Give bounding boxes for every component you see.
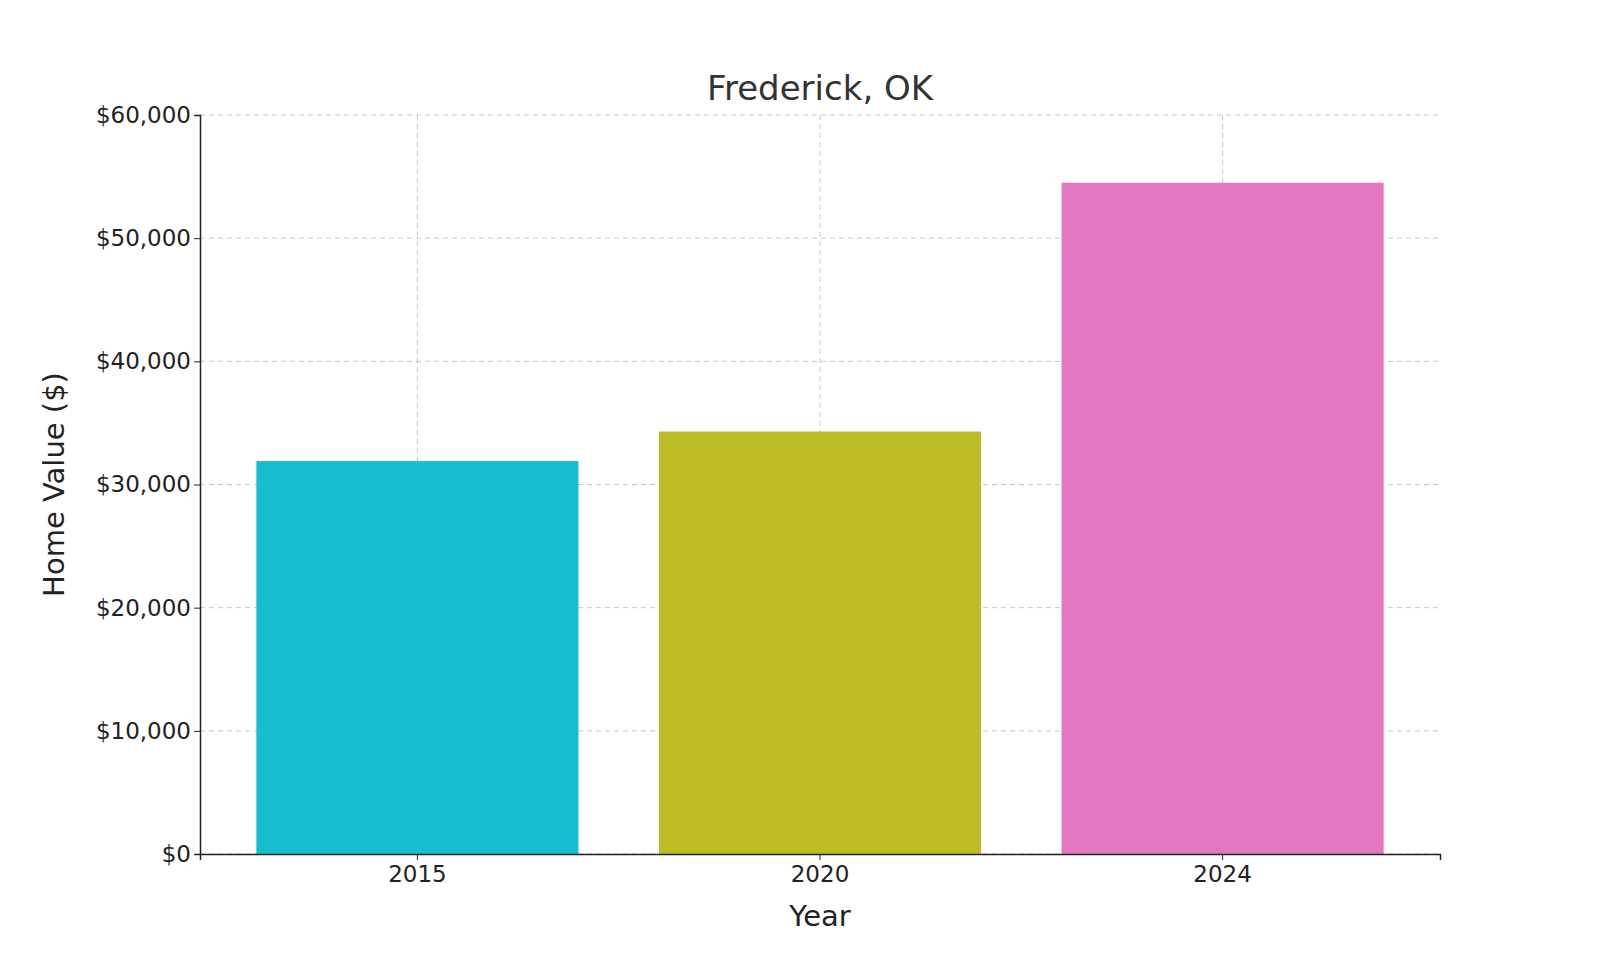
grid <box>200 115 1440 854</box>
bar <box>1062 183 1384 854</box>
x-tick-label: 2020 <box>791 861 850 887</box>
y-tick: $10,000 <box>96 718 200 744</box>
x-tick-mark <box>417 854 418 860</box>
y-tick-mark <box>194 485 200 486</box>
x-tick: 2015 <box>388 854 447 887</box>
y-tick-mark <box>194 115 200 116</box>
y-tick-mark <box>194 731 200 732</box>
x-axis: 2015 2020 2024 <box>201 854 1441 887</box>
y-axis-title: Home Value ($) <box>37 372 71 597</box>
x-axis-title: Year <box>788 899 850 933</box>
y-tick-label: $40,000 <box>96 348 191 374</box>
y-tick-mark <box>194 238 200 239</box>
y-tick-mark <box>194 608 200 609</box>
y-tick: $60,000 <box>96 102 200 128</box>
y-tick: $50,000 <box>96 225 200 251</box>
bar <box>256 461 578 854</box>
y-tick-label: $60,000 <box>96 102 191 128</box>
y-tick-label: $10,000 <box>96 718 191 744</box>
x-axis-line <box>201 855 1441 861</box>
x-tick-label: 2015 <box>388 861 447 887</box>
y-tick-label: $0 <box>162 841 191 867</box>
y-tick: $40,000 <box>96 348 200 374</box>
y-tick-mark <box>194 361 200 362</box>
x-tick-mark <box>820 854 821 860</box>
x-tick: 2020 <box>791 854 850 887</box>
x-tick-mark <box>1222 854 1223 860</box>
x-tick: 2024 <box>1193 854 1252 887</box>
y-tick: $0 <box>162 841 200 867</box>
title: Frederick, OK <box>707 68 935 108</box>
y-tick: $30,000 <box>96 471 200 497</box>
y-tick-label: $50,000 <box>96 225 191 251</box>
bar <box>659 432 981 854</box>
y-tick-label: $30,000 <box>96 471 191 497</box>
chart: $0 $10,000 $20,000 $30,000 $40,000 $50,000 $60… <box>0 0 1600 960</box>
plot: $0 $10,000 $20,000 $30,000 $40,000 $50,000 $60… <box>96 102 1441 887</box>
x-tick-label: 2024 <box>1193 861 1252 887</box>
y-tick-label: $20,000 <box>96 595 191 621</box>
y-tick-mark <box>194 854 200 855</box>
bars <box>256 183 1383 854</box>
y-axis-line <box>194 116 201 855</box>
y-tick: $20,000 <box>96 595 200 621</box>
y-axis: $0 $10,000 $20,000 $30,000 $40,000 $50,000 $60… <box>96 102 201 867</box>
